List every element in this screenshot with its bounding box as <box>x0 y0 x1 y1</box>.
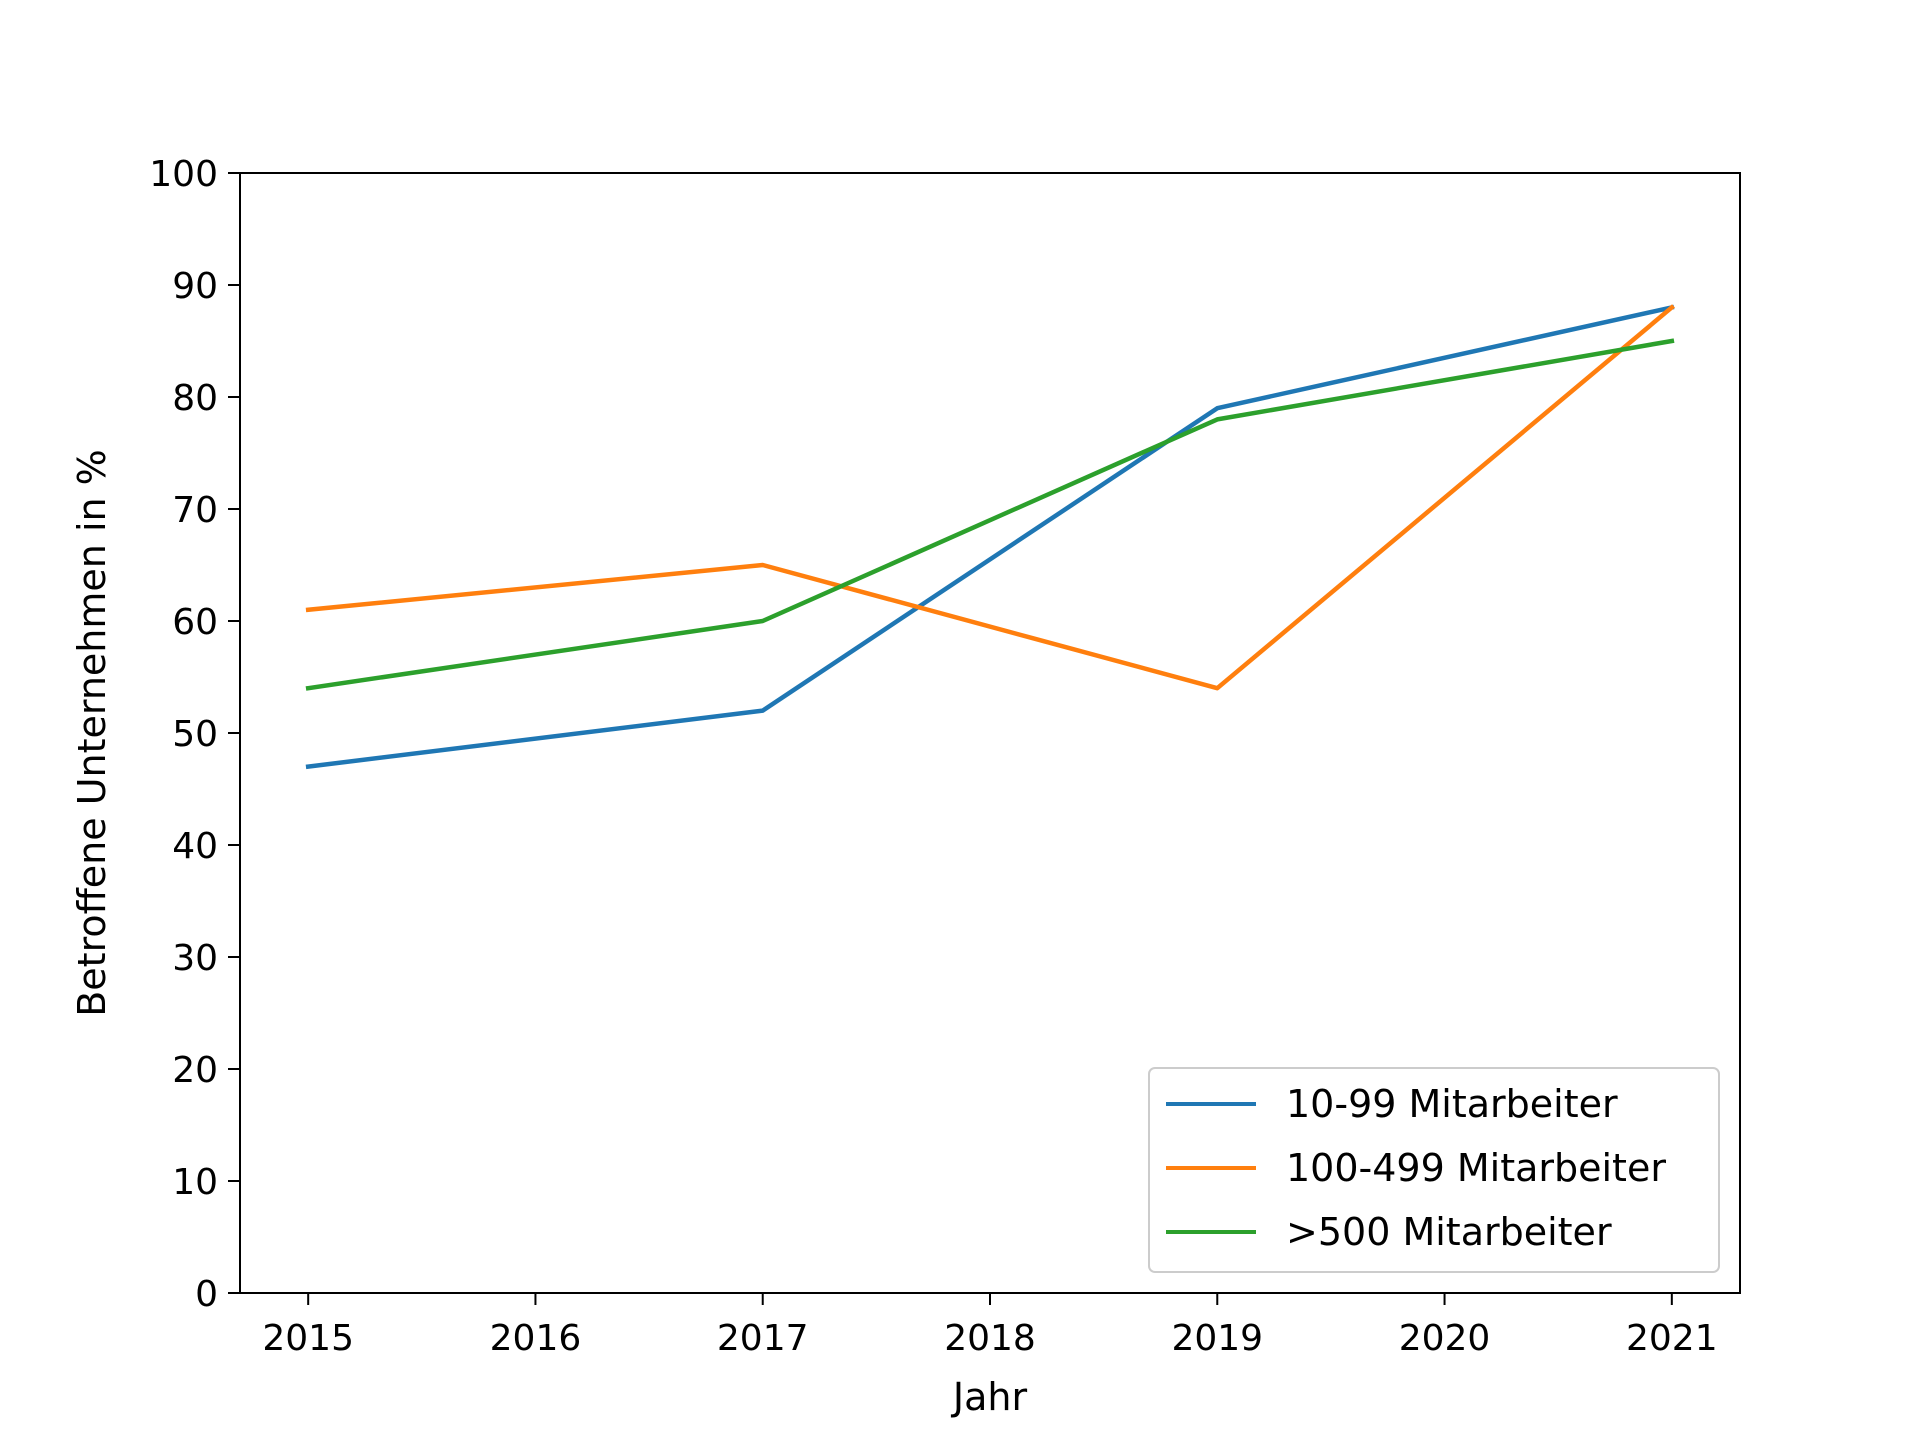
x-tick-label: 2021 <box>1626 1318 1718 1359</box>
x-tick-label: 2019 <box>1171 1318 1263 1359</box>
legend: 10-99 Mitarbeiter 100-499 Mitarbeiter >5… <box>1148 1067 1720 1273</box>
series-line-100-499 <box>305 304 1675 691</box>
series-line-10-99 <box>305 304 1675 770</box>
y-tick-label: 40 <box>172 826 218 867</box>
legend-label-100-499: 100-499 Mitarbeiter <box>1286 1146 1666 1190</box>
plot-frame <box>239 172 1741 1294</box>
y-tick-label: 60 <box>172 602 218 643</box>
y-tick-label: 20 <box>172 1050 218 1091</box>
series-lines <box>305 304 1675 770</box>
legend-label-10-99: 10-99 Mitarbeiter <box>1286 1082 1618 1126</box>
y-tick-label: 100 <box>149 154 218 195</box>
x-tick-label: 2018 <box>944 1318 1036 1359</box>
y-tick-label: 0 <box>195 1274 218 1315</box>
y-tick-label: 30 <box>172 938 218 979</box>
x-tick-label: 2020 <box>1399 1318 1491 1359</box>
y-tick-label: 90 <box>172 266 218 307</box>
legend-box <box>1148 1067 1720 1273</box>
series-line-500-plus <box>305 338 1675 691</box>
y-tick-label: 70 <box>172 490 218 531</box>
y-tick-label: 10 <box>172 1162 218 1203</box>
x-tick-label: 2016 <box>490 1318 582 1359</box>
x-axis-ticks: 2015 2016 2017 2018 2019 2020 2021 <box>262 1293 1718 1359</box>
y-axis-ticks: 0 10 20 30 40 50 60 70 80 90 100 <box>149 154 240 1315</box>
x-axis-label: Jahr <box>951 1375 1028 1419</box>
x-tick-label: 2017 <box>717 1318 809 1359</box>
y-axis-label: Betroffene Unternehmen in % <box>70 449 114 1017</box>
x-tick-label: 2015 <box>262 1318 354 1359</box>
y-tick-label: 50 <box>172 714 218 755</box>
legend-label-500-plus: >500 Mitarbeiter <box>1286 1210 1612 1254</box>
y-tick-label: 80 <box>172 378 218 419</box>
